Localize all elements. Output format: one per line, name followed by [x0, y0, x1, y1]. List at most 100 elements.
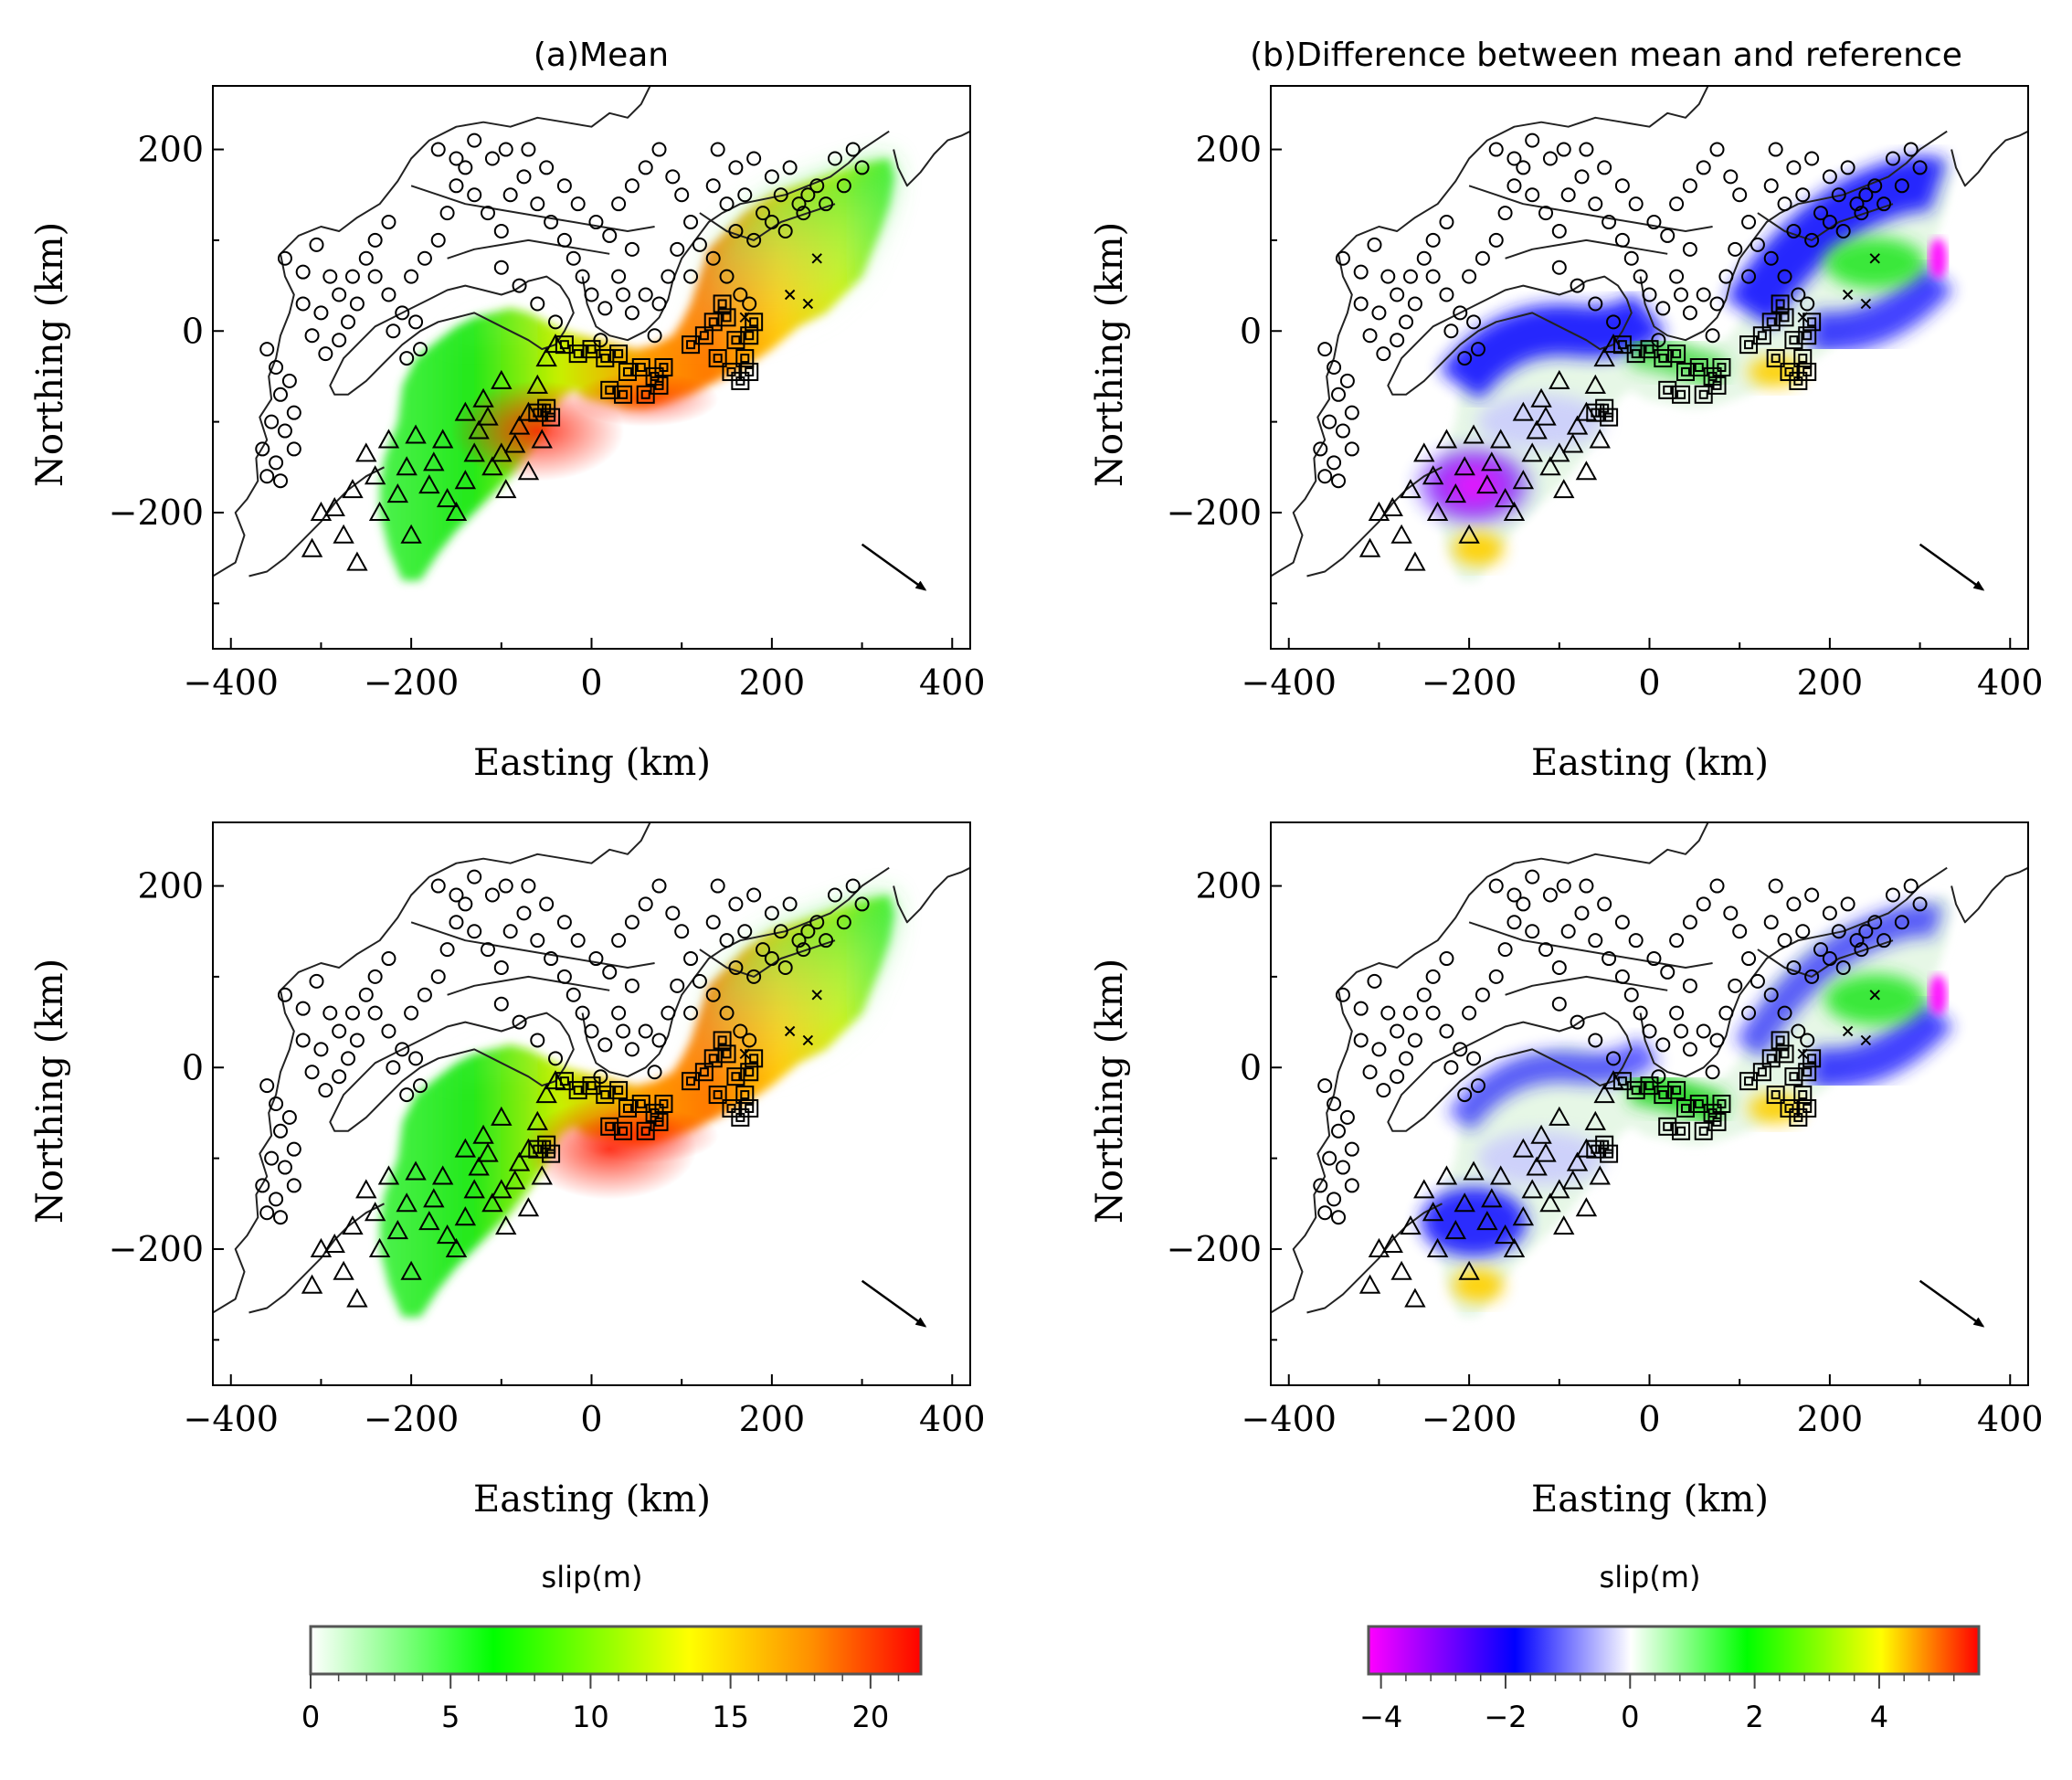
- station-circle: [309, 237, 324, 252]
- station-triangle: [491, 1106, 513, 1126]
- station-circle: [1800, 1033, 1815, 1048]
- station-circle: [1538, 942, 1554, 958]
- station-circle: [277, 423, 292, 439]
- station-square: [614, 385, 633, 404]
- station-circle: [1371, 305, 1387, 321]
- station-square: [650, 1112, 669, 1131]
- station-circle: [1402, 269, 1418, 284]
- station-square: [596, 1086, 615, 1105]
- colorbar-tick-label: 15: [712, 1700, 749, 1734]
- station-circle: [1542, 887, 1558, 903]
- station-circle: [273, 1123, 289, 1139]
- station-square-inner: [1757, 331, 1767, 341]
- station-square: [1798, 1063, 1817, 1082]
- station-triangle: [1358, 537, 1381, 557]
- station-triangle: [1521, 442, 1543, 462]
- station-circle: [827, 887, 842, 903]
- slip-direction-arrow: [1919, 1279, 1985, 1328]
- station-circle: [1339, 1109, 1355, 1125]
- station-square: [568, 1081, 587, 1100]
- station-cross: [811, 990, 822, 1001]
- station-cross: [739, 1048, 750, 1060]
- station-triangle: [1413, 442, 1435, 462]
- station-circle: [1457, 351, 1473, 366]
- station-circle: [1462, 269, 1477, 284]
- coastline: [581, 130, 890, 342]
- station-triangle: [364, 1202, 386, 1222]
- station-square-inner: [1802, 366, 1813, 376]
- station-triangle: [1404, 1287, 1426, 1308]
- colorbar-ticks: 0 5 10 15 20: [301, 1674, 900, 1734]
- station-triangle: [377, 1165, 400, 1185]
- coastline: [248, 1203, 385, 1314]
- diff-negative-band-south: [1809, 263, 1954, 353]
- prefecture-boundary: [1505, 975, 1668, 996]
- station-circle: [1335, 987, 1350, 1002]
- station-circle: [683, 1005, 699, 1021]
- station-triangle: [1368, 1237, 1390, 1257]
- station-circle: [412, 342, 428, 357]
- station-circle: [746, 232, 762, 248]
- station-circle: [386, 1060, 401, 1075]
- station-circle: [318, 1083, 333, 1098]
- station-square: [717, 308, 736, 327]
- station-circle: [638, 896, 653, 912]
- station-circle: [556, 178, 572, 194]
- colorbar-tick-label: 20: [851, 1700, 889, 1734]
- station-circle: [412, 1078, 428, 1094]
- station-circle: [1579, 878, 1594, 894]
- station-circle: [1353, 1033, 1369, 1048]
- station-circle: [313, 305, 329, 321]
- coastline: [893, 130, 970, 187]
- station-circle: [705, 987, 721, 1002]
- station-circle: [705, 178, 721, 194]
- station-circle: [1854, 206, 1869, 221]
- plot-inner: [1271, 86, 2028, 591]
- y-tick-label: 200: [1195, 130, 1262, 170]
- station-square-inner: [573, 1086, 583, 1096]
- station-circle: [332, 333, 347, 348]
- station-square: [726, 331, 745, 350]
- station-triangle: [405, 1160, 427, 1181]
- station-circle: [273, 387, 289, 402]
- station-circle: [332, 287, 347, 302]
- station-circle: [1425, 269, 1441, 284]
- station-triangle: [1422, 1202, 1444, 1222]
- station-circle: [1376, 1083, 1391, 1098]
- station-circle: [1380, 269, 1396, 284]
- station-circle: [1506, 178, 1522, 194]
- station-circle: [616, 1023, 631, 1039]
- station-circle: [1335, 1160, 1350, 1175]
- station-circle: [1335, 423, 1350, 439]
- station-cross: [802, 298, 814, 310]
- station-cross: [784, 289, 796, 301]
- station-triangle: [1381, 496, 1403, 516]
- station-circle: [269, 1097, 284, 1111]
- station-circle: [1506, 151, 1522, 166]
- plot-inner: [1271, 822, 2028, 1328]
- station-circle: [530, 296, 545, 312]
- coastline: [248, 466, 385, 577]
- station-circle: [1840, 160, 1855, 175]
- station-circle: [624, 305, 640, 321]
- station-circle: [1367, 237, 1382, 252]
- station-square-inner: [1802, 1067, 1813, 1077]
- station-circle: [1614, 178, 1630, 194]
- station-circle: [588, 215, 604, 230]
- plot-inner: [213, 86, 970, 591]
- station-square: [654, 358, 673, 376]
- station-triangle: [1553, 479, 1575, 499]
- station-circle: [493, 260, 509, 275]
- station-circle: [1867, 178, 1883, 194]
- station-circle: [665, 169, 681, 185]
- station-circle: [1854, 942, 1869, 958]
- station-triangle: [1444, 483, 1467, 503]
- station-circle: [449, 887, 464, 903]
- diff-colorbar: slip(m) −4 −2 0 2 4: [1359, 1560, 1981, 1734]
- station-circle: [286, 1141, 301, 1157]
- station-circle: [1669, 1005, 1685, 1021]
- station-circle: [1453, 305, 1468, 321]
- station-circle: [733, 287, 748, 302]
- station-square-inner: [1672, 349, 1682, 359]
- station-triangle: [526, 374, 548, 394]
